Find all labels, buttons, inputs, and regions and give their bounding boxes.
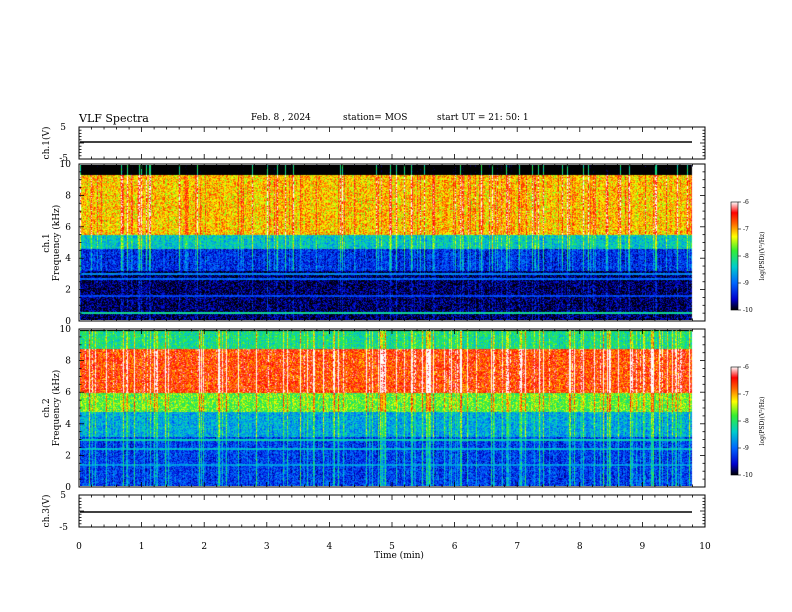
colorbar-tick-label: -9: [743, 280, 749, 287]
ch3-wave-ytick-top: 5: [60, 491, 66, 501]
colorbar-tick-label: -10: [743, 472, 753, 479]
colorbar-tick-label: -8: [743, 253, 749, 260]
x-tick-label: 1: [139, 542, 145, 552]
ch1-spec-ylabel-line1: ch.1: [42, 233, 52, 252]
x-tick-label: 8: [577, 542, 583, 552]
ch3-wave-ylabel: ch.3(V): [41, 495, 52, 528]
x-axis-label: Time (min): [374, 550, 424, 561]
ch1-spec-ylabel-line2: Frequency (kHz): [51, 205, 62, 282]
colorbar-ticks: -6 -7 -8 -9 -10 -6 -7 -8 -9 -10: [738, 199, 753, 479]
x-tick-label: 4: [327, 542, 333, 552]
station-label: station= MOS: [343, 113, 408, 123]
figure-title: VLF Spectra: [79, 112, 149, 125]
x-tick-label: 5: [389, 542, 395, 552]
ch1-wave-ylabel: ch.1(V): [41, 127, 52, 160]
colorbar-tick-label: -7: [743, 391, 749, 398]
colorbar-tick-label: -10: [743, 307, 753, 314]
x-tick-label: 10: [699, 542, 711, 552]
y-tick-label: 10: [60, 160, 72, 170]
y-tick-label: 10: [60, 325, 72, 335]
colorbar-tick-label: -9: [743, 445, 749, 452]
x-tick-label: 6: [452, 542, 458, 552]
colorbar-tick-label: -6: [743, 364, 749, 371]
ch3-wave-ytick-bottom: -5: [59, 523, 68, 533]
y-tick-label: 2: [65, 451, 71, 461]
x-tick-label: 7: [514, 542, 520, 552]
colorbar-ch2: [730, 366, 739, 476]
y-tick-label: 8: [65, 357, 71, 367]
ch2-spec-ylabel-line2: Frequency (kHz): [51, 370, 62, 447]
colorbar-tick-label: -8: [743, 418, 749, 425]
ch2-spectrogram: [80, 330, 704, 486]
x-tick-label: 0: [76, 542, 82, 552]
colorbar-tick-label: -6: [743, 199, 749, 206]
start-ut-label: start UT = 21: 50: 1: [437, 113, 529, 123]
y-tick-label: 4: [65, 420, 71, 430]
ch1-spectrogram: [80, 165, 704, 320]
y-tick-label: 6: [65, 388, 71, 398]
y-tick-label: 2: [65, 286, 71, 296]
y-tick-label: 0: [65, 483, 71, 493]
colorbar-ch1: [730, 201, 739, 311]
x-tick-label: 2: [201, 542, 207, 552]
ch1-wave-ytick-top: 5: [60, 123, 66, 133]
x-tick-label: 9: [640, 542, 646, 552]
y-tick-label: 6: [65, 223, 71, 233]
date-label: Feb. 8 , 2024: [251, 113, 311, 123]
x-tick-label: 3: [264, 542, 270, 552]
y-tick-label: 4: [65, 254, 71, 264]
y-tick-label: 8: [65, 191, 71, 201]
colorbar-tick-label: -7: [743, 226, 749, 233]
ch1-wave-ytick-bottom: -5: [59, 154, 68, 164]
colorbar-ch2-label: log(PSD)(V²/Hz): [759, 397, 766, 446]
ch2-spec-ylabel-line1: ch.2: [42, 398, 52, 417]
colorbar-ch1-label: log(PSD)(V²/Hz): [759, 232, 766, 281]
y-tick-label: 0: [65, 317, 71, 327]
